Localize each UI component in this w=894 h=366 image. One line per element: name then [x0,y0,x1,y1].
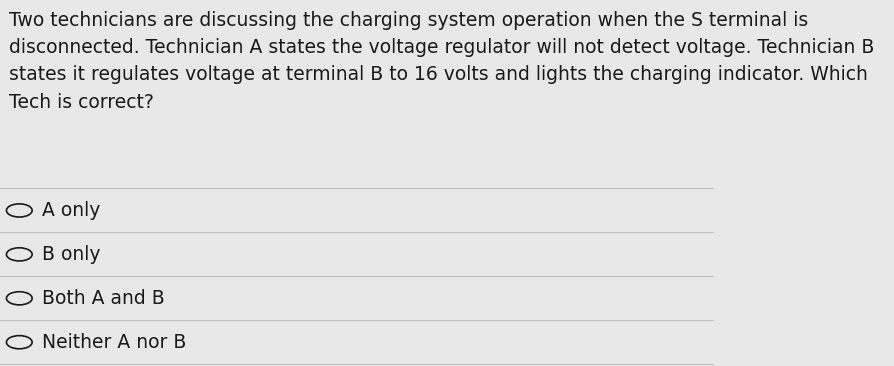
Text: B only: B only [42,245,100,264]
Text: Neither A nor B: Neither A nor B [42,333,186,352]
Text: A only: A only [42,201,100,220]
Text: Two technicians are discussing the charging system operation when the S terminal: Two technicians are discussing the charg… [9,11,873,112]
Text: Both A and B: Both A and B [42,289,164,308]
